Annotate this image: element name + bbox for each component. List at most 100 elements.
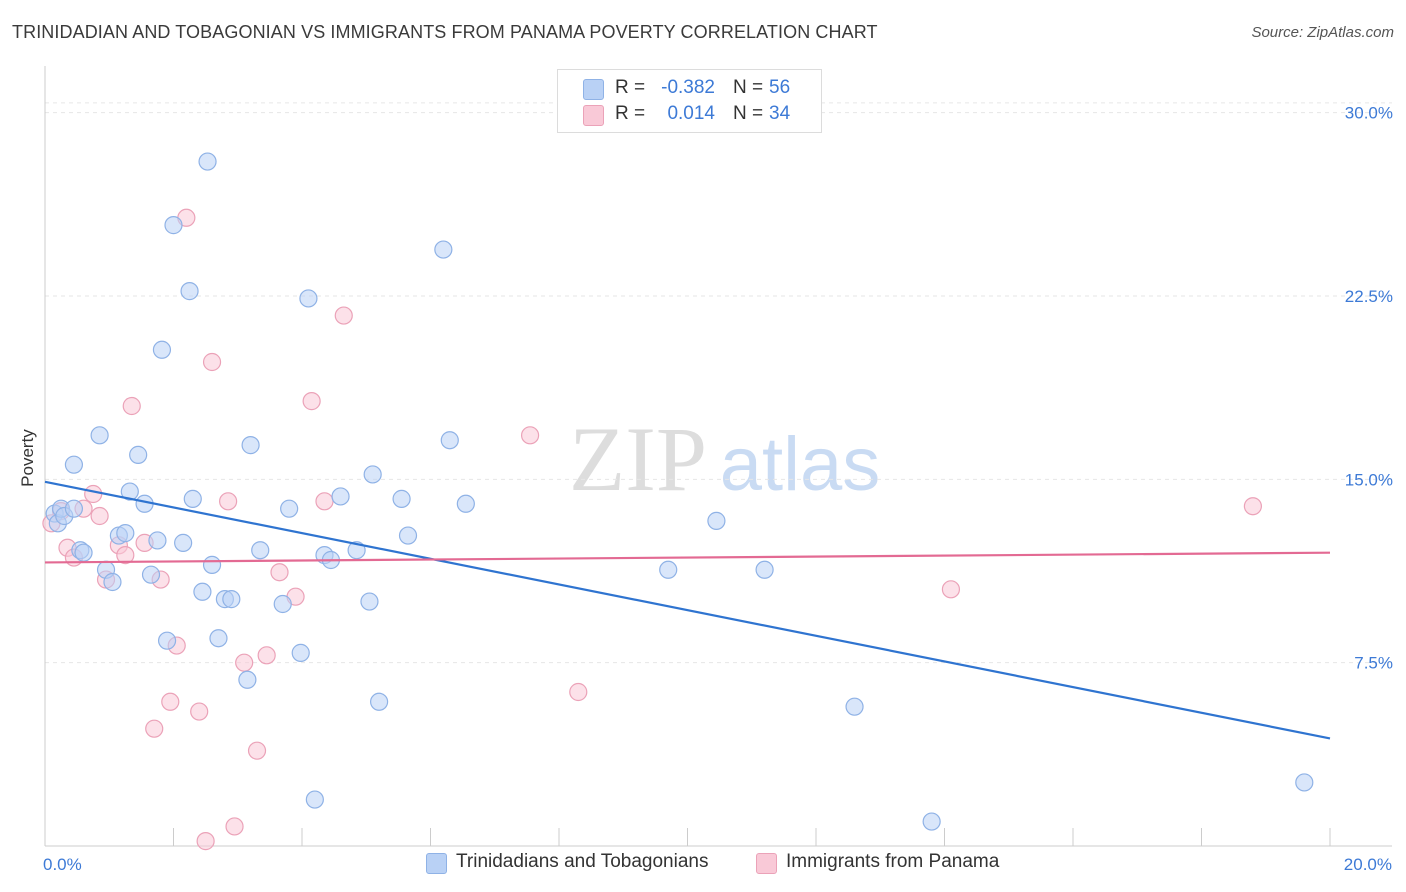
point-panama [116,546,135,565]
point-panama [196,832,215,851]
point-panama [235,653,254,672]
point-trinidadian [152,340,172,359]
point-panama [161,692,180,711]
point-trinidadian [238,670,257,689]
point-trinidadian [299,289,318,308]
point-trinidadian [198,152,217,171]
point-trinidadian [209,629,228,648]
point-trinidadian [164,216,183,235]
legend-swatch-blue [583,79,604,100]
point-trinidadian [193,582,212,601]
point-trinidadian [148,531,167,550]
legend-r-value: 0.014 [667,103,715,124]
point-trinidadian [174,533,193,552]
point-trinidadian [280,499,299,518]
point-trinidadian [707,511,726,530]
point-trinidadian [222,590,241,609]
point-trinidadian [103,572,122,592]
point-trinidadian [922,812,941,831]
point-panama [202,352,222,372]
point-trinidadian [90,426,109,445]
point-panama [315,492,334,511]
point-trinidadian [755,560,774,579]
legend-series-name: Trinidadians and Tobagonians [456,851,709,872]
legend-r-label: R = [615,103,646,124]
x-tick-label: 0.0% [43,855,82,874]
point-panama [1243,497,1263,516]
legend-swatch-blue [426,853,447,874]
point-trinidadian [183,489,202,508]
y-tick-label: 15.0% [1345,470,1393,489]
axes [44,66,1392,847]
point-trinidadian [180,282,199,301]
point-panama [145,719,164,738]
point-panama [190,702,209,721]
point-trinidadian [202,555,222,574]
point-trinidadian [141,565,161,584]
point-panama [247,741,267,760]
point-trinidadian [241,436,260,455]
point-panama [122,396,141,416]
point-trinidadian [64,455,84,474]
point-trinidadian [434,240,453,259]
point-panama [941,580,961,599]
point-trinidadian [392,489,411,508]
point-panama [257,646,276,665]
point-trinidadian [120,482,139,501]
y-tick-label: 30.0% [1345,104,1393,123]
point-trinidadian [74,543,93,562]
legend-swatch-pink [583,105,604,126]
point-panama [270,563,289,582]
point-trinidadian [398,526,418,545]
trend-line-trinidadian [44,480,1331,740]
point-trinidadian [845,697,864,716]
legend-n-label: N = [733,77,764,98]
legend-series-name: Immigrants from Panama [786,851,1000,872]
trend-line-panama [44,551,1331,564]
point-trinidadian [331,487,350,506]
watermark-atlas: atlas [720,422,881,507]
point-panama [302,392,321,411]
y-tick-label: 22.5% [1345,287,1393,306]
source-label: Source: ZipAtlas.com [1251,24,1394,41]
point-panama [334,306,353,325]
y-tick-label: 7.5% [1354,654,1393,673]
point-trinidadian [360,592,379,611]
point-trinidadian [251,541,270,560]
watermark-zip: ZIP [569,408,707,510]
axis-ticks: 7.5% 15.0% 22.5% 30.0% 0.0% 20.0% [43,104,1393,874]
point-panama [520,426,540,445]
watermark: ZIP atlas [569,408,880,510]
point-trinidadian [157,631,177,650]
legend-swatch-pink [756,853,777,874]
point-panama [90,506,109,526]
legend-n-value: 34 [769,103,791,124]
point-panama [569,682,588,702]
point-trinidadian [305,790,324,809]
x-tick-label: 20.0% [1344,855,1392,874]
legend-r-value: -0.382 [661,77,715,98]
trend-lines [44,480,1331,740]
grid-lines [45,102,1392,664]
correlation-legend: R = -0.382 N = 56 R = 0.014 N = 34 [557,69,822,133]
point-trinidadian [363,465,382,484]
point-trinidadian [456,494,475,513]
chart-title: TRINIDADIAN AND TOBAGONIAN VS IMMIGRANTS… [12,22,878,42]
point-trinidadian [291,643,310,662]
legend-r-label: R = [615,77,646,98]
point-trinidadian [659,560,678,579]
data-points [42,152,1314,851]
point-trinidadian [370,692,389,711]
legend-n-label: N = [733,103,764,124]
point-trinidadian [440,431,459,450]
y-axis-label: Poverty [18,429,37,487]
legend-n-value: 56 [769,77,791,98]
point-trinidadian [116,524,135,543]
point-trinidadian [64,499,84,518]
point-panama [219,492,238,511]
point-panama [84,484,103,504]
point-trinidadian [1295,773,1314,792]
point-trinidadian [273,594,292,614]
point-panama [225,817,244,836]
